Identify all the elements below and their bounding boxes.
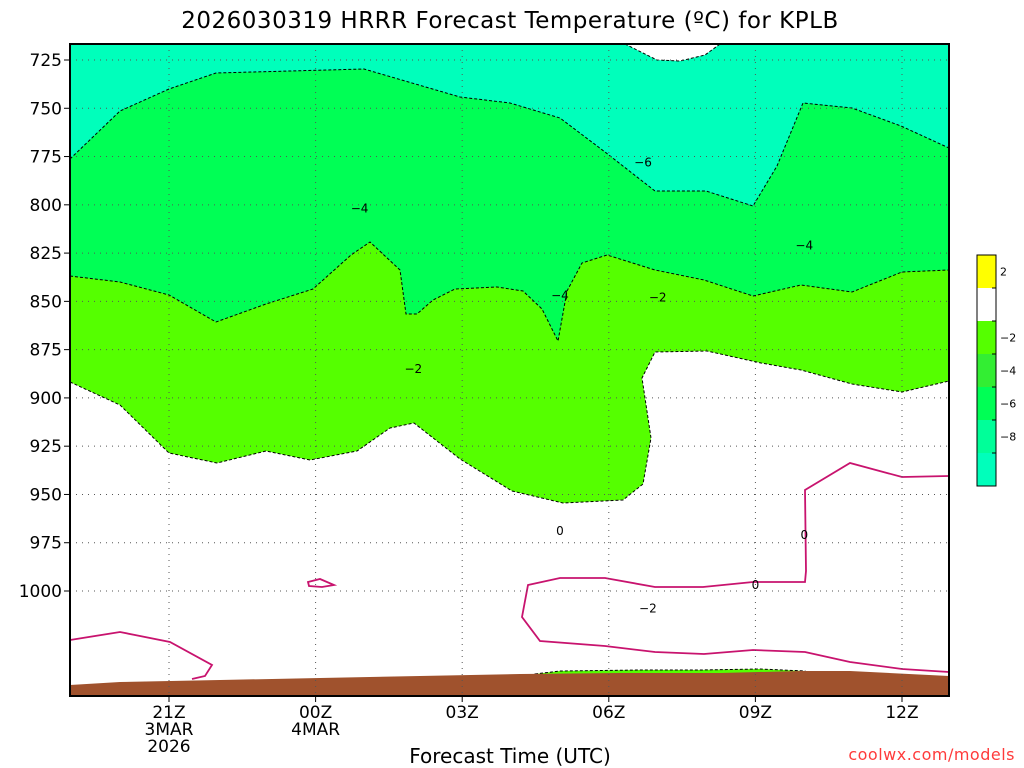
y-tick-label: 750 [30, 99, 62, 119]
colorbar-swatch [977, 288, 996, 321]
y-tick-label: 1000 [19, 582, 62, 602]
colorbar-label: −2 [1000, 332, 1016, 345]
x-axis-label: Forecast Time (UTC) [409, 744, 611, 768]
x-tick-label: 12Z [885, 703, 918, 723]
y-tick-label: 975 [30, 534, 62, 554]
colorbar-swatch [977, 255, 996, 288]
contour-label: −4 [351, 202, 369, 216]
contour-label: −2 [404, 362, 422, 376]
colorbar-swatch [977, 354, 996, 387]
colorbar: 2 −2 −4 −6 −8 [976, 254, 1016, 487]
colorbar-swatch [977, 453, 996, 486]
x-tick-label: 00Z [299, 703, 332, 723]
contour-label: −4 [551, 289, 569, 303]
ground-surface [70, 671, 949, 696]
y-tick-label: 900 [30, 389, 62, 409]
x-tick-label: 21Z [152, 703, 185, 723]
y-tick-label: 800 [30, 196, 62, 216]
contour-label: −2 [639, 601, 657, 615]
y-tick-label: 775 [30, 148, 62, 168]
contour-label: −4 [795, 238, 813, 252]
contour-label: 0 [752, 578, 760, 592]
plot-frame [69, 43, 950, 697]
contour-lines [70, 44, 949, 504]
contour-label: −6 [634, 155, 652, 169]
credit-text: coolwx.com/models [848, 745, 1015, 764]
y-tick-label: 850 [30, 292, 62, 312]
contour-label: −2 [649, 291, 667, 305]
colorbar-label: −6 [1000, 398, 1016, 411]
x-tick-label: 03Z [446, 703, 479, 723]
x-tick-label: 09Z [739, 703, 772, 723]
colorbar-swatch [977, 387, 996, 420]
grid-lines [70, 44, 949, 696]
colorbar-label: −8 [1000, 431, 1016, 444]
contour-label: 0 [556, 524, 564, 538]
contour-label-group: −6 −4 −4 −4 −2 −2 −2 0 0 0 [351, 155, 813, 615]
y-tick-label: 825 [30, 244, 62, 264]
x-tick-label: 3MAR [145, 720, 194, 740]
x-tick-label: 2026 [147, 737, 190, 757]
y-tick-label: 875 [30, 341, 62, 361]
colorbar-swatch [977, 420, 996, 453]
y-tick-label: 925 [30, 437, 62, 457]
y-axis: 725 750 775 800 825 850 875 900 925 950 975 1000 [19, 51, 70, 602]
colorbar-frame [976, 254, 997, 487]
colorbar-label: 2 [1000, 266, 1007, 279]
y-tick-label: 725 [30, 51, 62, 71]
zero-degree-contours [70, 462, 949, 680]
colorbar-label: −4 [1000, 365, 1016, 378]
band-below-minus6 [70, 44, 949, 206]
y-tick-label: 950 [30, 485, 62, 505]
contour-label: 0 [800, 528, 808, 542]
x-tick-label: 4MAR [291, 720, 340, 740]
x-tick-label: 06Z [592, 703, 625, 723]
chart-title: 2026030319 HRRR Forecast Temperature (ºC… [181, 8, 838, 34]
colorbar-swatch [977, 321, 996, 354]
